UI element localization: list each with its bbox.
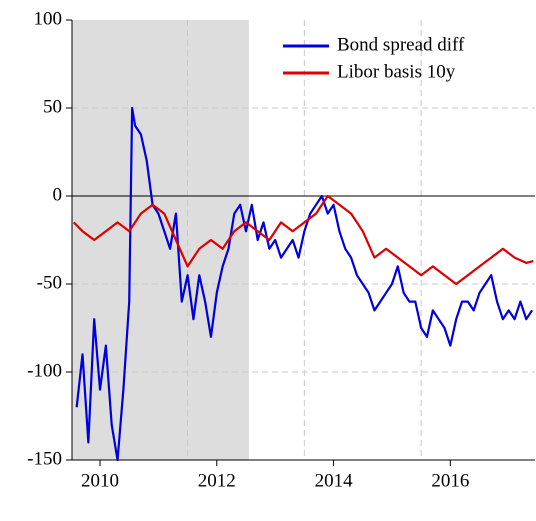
y-tick-label: -150 — [27, 448, 62, 469]
x-tick-label: 2016 — [431, 470, 469, 491]
legend-label: Libor basis 10y — [337, 61, 456, 82]
y-tick-label: 0 — [53, 184, 63, 205]
x-tick-label: 2014 — [315, 470, 354, 491]
y-tick-label: -50 — [37, 272, 62, 293]
x-tick-label: 2012 — [198, 470, 236, 491]
x-tick-label: 2010 — [81, 470, 119, 491]
legend-label: Bond spread diff — [337, 34, 465, 55]
series-line — [75, 106, 533, 462]
y-tick-label: -100 — [27, 360, 62, 381]
series-line — [72, 194, 534, 286]
axis-frame — [71, 20, 535, 461]
y-tick-label: 100 — [34, 8, 63, 29]
shaded-region — [72, 20, 249, 460]
y-tick-label: 50 — [43, 96, 62, 117]
